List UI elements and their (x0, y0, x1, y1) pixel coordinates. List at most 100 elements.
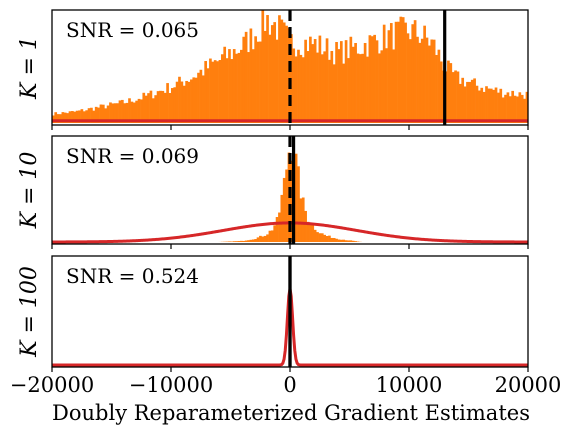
histogram-bar (142, 92, 146, 123)
histogram-bar (121, 99, 124, 123)
histogram-bar (466, 81, 469, 123)
histogram-bar (249, 239, 253, 242)
histogram-bar (425, 37, 429, 123)
histogram-bar (190, 79, 193, 123)
histogram-bar (178, 76, 181, 123)
histogram-bar (499, 88, 503, 123)
histogram-bar (159, 90, 162, 123)
histogram-bar (61, 112, 65, 123)
histogram-bar (80, 109, 84, 123)
ylabel-k10: K = 10 (17, 152, 42, 230)
histogram-bar (323, 234, 326, 242)
histogram-bar (316, 232, 319, 242)
xtick-label: −10000 (129, 373, 213, 397)
histogram-bar (354, 43, 357, 123)
panel-k10: SNR = 0.069 K = 10 (17, 135, 529, 249)
histogram-bar (206, 68, 210, 123)
histogram-bar (92, 110, 96, 123)
histogram-bar (123, 103, 127, 123)
histogram-bar (132, 102, 136, 123)
histogram-bar (418, 42, 422, 124)
histogram-bar (266, 234, 269, 242)
xtick-label: 0 (283, 373, 296, 397)
snr-label-k1: SNR = 0.065 (66, 18, 199, 42)
histogram-bar (71, 111, 74, 123)
histogram-bar (242, 36, 246, 124)
histogram-bar (482, 91, 486, 123)
histogram-bar (278, 15, 281, 124)
histogram-bar (247, 52, 250, 124)
histogram-bar (201, 75, 205, 123)
snr-label-k10: SNR = 0.069 (66, 144, 199, 168)
histogram-bar (273, 225, 277, 242)
histogram-bar (435, 54, 438, 124)
histogram-bar (101, 104, 105, 123)
histogram-bar (228, 49, 231, 123)
histogram-bar (225, 58, 229, 123)
histogram-bar (347, 240, 350, 242)
histogram-bar (511, 90, 515, 123)
histogram-bar (306, 221, 310, 242)
histogram-bar (318, 233, 322, 242)
histogram-bar (251, 239, 255, 242)
histogram-bar (416, 36, 419, 123)
histogram-bar (328, 235, 331, 242)
histogram-bar (492, 89, 495, 123)
histogram-bar (363, 42, 367, 123)
histogram-bar (339, 41, 343, 124)
histogram-bar (216, 61, 219, 123)
histogram-bar (375, 40, 379, 124)
histogram-bar (309, 36, 312, 123)
histogram-bar (263, 235, 267, 242)
histogram-bar (259, 235, 262, 242)
histogram-bar (261, 236, 265, 242)
histogram-bar (356, 53, 360, 124)
xtick-labels: −20000 −10000 0 10000 20000 (10, 373, 562, 397)
histogram-bar (344, 40, 348, 123)
histogram-bar (180, 81, 184, 123)
histogram-bar (113, 103, 117, 123)
histogram-bar (242, 240, 246, 242)
histogram-bar (261, 10, 265, 123)
histogram-bar (109, 102, 112, 123)
histogram-bar (513, 95, 517, 123)
histogram-bar (268, 34, 272, 123)
histogram-bar (151, 98, 155, 123)
histogram-bar (56, 114, 60, 123)
histogram-bar (470, 79, 474, 123)
histogram-bar (525, 91, 529, 123)
histogram-bar (259, 41, 262, 123)
histogram-bar (406, 33, 410, 123)
histogram-bar (368, 35, 372, 123)
histogram-bar (385, 48, 388, 123)
histogram-bar (244, 240, 248, 242)
histogram-bar (68, 111, 72, 123)
histogram-bar (235, 53, 238, 123)
histogram-bar (309, 224, 312, 242)
histogram-bar (187, 81, 191, 123)
histogram-bar (59, 114, 62, 123)
histogram-bar (237, 52, 241, 123)
ylabel-k100: K = 100 (17, 266, 42, 358)
histogram-bar (213, 60, 217, 123)
histogram-bar (194, 77, 198, 123)
histogram-bar (223, 46, 227, 124)
histogram-bar (489, 88, 493, 123)
histogram-bar (118, 100, 122, 123)
histogram-bar (282, 22, 286, 123)
histogram-bar (78, 110, 81, 123)
histogram-bar (125, 102, 129, 123)
histogram-bar (497, 92, 500, 123)
histogram-bar (301, 57, 305, 124)
histogram-bar (275, 217, 279, 242)
histogram-bar (99, 104, 103, 123)
histogram-bar (423, 25, 426, 124)
histogram-bar (75, 110, 79, 123)
histogram-bar (270, 25, 274, 124)
histogram-bar (292, 48, 296, 123)
histogram-bar (389, 23, 393, 124)
histogram-bar (270, 230, 274, 242)
histogram-bar (518, 92, 522, 123)
histogram-bar (161, 90, 165, 123)
